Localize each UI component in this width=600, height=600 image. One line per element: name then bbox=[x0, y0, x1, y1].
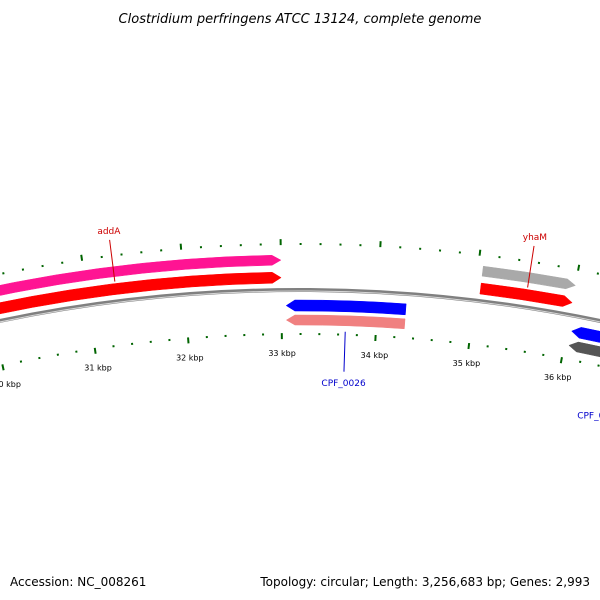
kbp-label: 31 kbp bbox=[84, 364, 112, 373]
gene-labels: addA yhaM CPF_0026 CPF_0028 bbox=[97, 227, 600, 422]
gene-arrow-2 bbox=[0, 272, 282, 315]
gene-label-line bbox=[343, 331, 346, 372]
kbp-label: 30 kbp bbox=[0, 380, 21, 389]
inner-tick-ring bbox=[1, 332, 600, 371]
inner-tick bbox=[93, 347, 97, 354]
gene-label: CPF_0026 bbox=[321, 379, 366, 389]
kbp-label: 33 kbp bbox=[268, 349, 296, 358]
kbp-label: 32 kbp bbox=[176, 353, 204, 362]
outer-tick bbox=[478, 249, 482, 256]
gene-arrow-6 bbox=[286, 314, 406, 330]
gene-label-line bbox=[527, 245, 535, 288]
gene-arrow-8 bbox=[568, 341, 600, 357]
gene-arrow-7 bbox=[571, 327, 600, 343]
map-title: Clostridium perfringens ATCC 13124, comp… bbox=[119, 12, 482, 27]
gene-arrow-5 bbox=[285, 299, 407, 316]
inner-tick bbox=[1, 364, 5, 371]
outer-tick-ring bbox=[2, 239, 600, 275]
accession-text: Accession: NC_008261 bbox=[10, 575, 146, 589]
topology-text: Topology: circular; Length: 3,256,683 bp… bbox=[259, 575, 590, 589]
gene-features bbox=[0, 255, 600, 357]
gene-arrow-4 bbox=[479, 282, 573, 307]
outer-tick bbox=[80, 254, 84, 261]
kbp-label: 35 kbp bbox=[453, 359, 481, 368]
genome-backbone bbox=[0, 288, 600, 324]
kbp-label: 36 kbp bbox=[544, 373, 572, 382]
gene-label-line bbox=[109, 239, 116, 282]
inner-tick bbox=[467, 342, 471, 350]
gene-label: yhaM bbox=[523, 233, 547, 243]
kbp-scale-labels: 30 kbp 31 kbp 32 kbp 33 kbp 34 kbp 35 kbp 36 k… bbox=[0, 349, 571, 389]
kbp-label: 34 kbp bbox=[361, 351, 389, 360]
gene-label: addA bbox=[97, 227, 121, 237]
outer-tick bbox=[577, 264, 581, 271]
inner-tick bbox=[559, 357, 563, 364]
genome-backbone-highlight bbox=[0, 290, 600, 323]
gene-label: CPF_0028 bbox=[577, 411, 600, 421]
gene-arrow-0 bbox=[0, 255, 282, 296]
